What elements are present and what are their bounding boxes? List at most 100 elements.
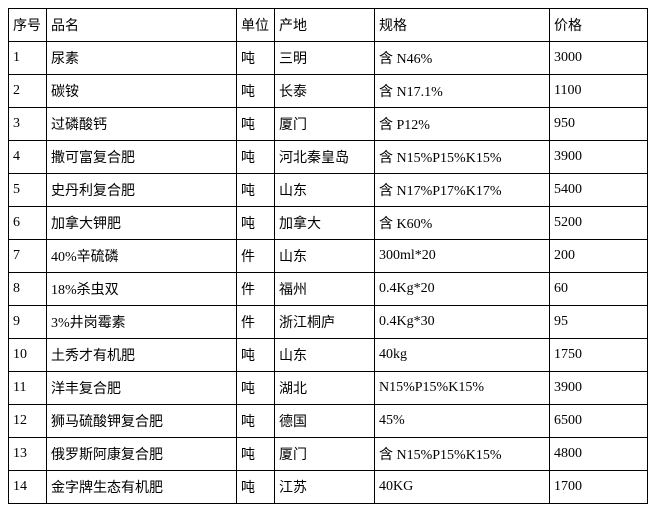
table-cell: 3900 [550,141,648,174]
table-cell: 长泰 [275,75,375,108]
table-cell: 三明 [275,42,375,75]
table-cell: 加拿大钾肥 [47,207,237,240]
table-cell: 40KG [375,471,550,504]
table-cell: 5400 [550,174,648,207]
table-cell: 1750 [550,339,648,372]
table-cell: 5 [9,174,47,207]
table-cell: 18%杀虫双 [47,273,237,306]
table-cell: 3%井岗霉素 [47,306,237,339]
table-cell: 8 [9,273,47,306]
table-header-row: 序号 品名 单位 产地 规格 价格 [9,9,648,42]
table-cell: 14 [9,471,47,504]
table-cell: 吨 [237,108,275,141]
col-header: 品名 [47,9,237,42]
table-row: 12狮马硫酸钾复合肥吨德国45%6500 [9,405,648,438]
table-cell: 加拿大 [275,207,375,240]
table-cell: 件 [237,273,275,306]
table-cell: 吨 [237,339,275,372]
col-header: 序号 [9,9,47,42]
table-cell: 吨 [237,471,275,504]
table-cell: 9 [9,306,47,339]
table-cell: 3 [9,108,47,141]
table-cell: 江苏 [275,471,375,504]
table-cell: 过磷酸钙 [47,108,237,141]
table-cell: 山东 [275,174,375,207]
table-cell: 13 [9,438,47,471]
table-cell: 湖北 [275,372,375,405]
table-cell: 0.4Kg*20 [375,273,550,306]
table-cell: 2 [9,75,47,108]
table-cell: 1700 [550,471,648,504]
col-header: 产地 [275,9,375,42]
table-row: 2碳铵吨长泰含 N17.1%1100 [9,75,648,108]
table-cell: 吨 [237,75,275,108]
table-cell: 厦门 [275,438,375,471]
table-cell: 3900 [550,372,648,405]
table-cell: 俄罗斯阿康复合肥 [47,438,237,471]
table-cell: 吨 [237,207,275,240]
table-cell: 1100 [550,75,648,108]
table-cell: 含 N17%P17%K17% [375,174,550,207]
table-cell: 吨 [237,42,275,75]
table-row: 6加拿大钾肥吨加拿大含 K60%5200 [9,207,648,240]
table-cell: N15%P15%K15% [375,372,550,405]
table-row: 5史丹利复合肥吨山东含 N17%P17%K17%5400 [9,174,648,207]
table-cell: 12 [9,405,47,438]
table-cell: 300ml*20 [375,240,550,273]
table-row: 1尿素吨三明含 N46%3000 [9,42,648,75]
col-header: 价格 [550,9,648,42]
price-table: 序号 品名 单位 产地 规格 价格 1尿素吨三明含 N46%30002碳铵吨长泰… [8,8,648,504]
table-cell: 0.4Kg*30 [375,306,550,339]
table-cell: 含 P12% [375,108,550,141]
table-cell: 7 [9,240,47,273]
table-cell: 4 [9,141,47,174]
table-cell: 3000 [550,42,648,75]
table-cell: 6500 [550,405,648,438]
table-cell: 件 [237,306,275,339]
table-cell: 金字牌生态有机肥 [47,471,237,504]
table-cell: 95 [550,306,648,339]
table-row: 13俄罗斯阿康复合肥吨厦门含 N15%P15%K15%4800 [9,438,648,471]
table-cell: 4800 [550,438,648,471]
table-cell: 浙江桐庐 [275,306,375,339]
table-cell: 山东 [275,339,375,372]
table-cell: 含 N15%P15%K15% [375,438,550,471]
table-row: 740%辛硫磷件山东300ml*20200 [9,240,648,273]
table-row: 14金字牌生态有机肥吨江苏40KG1700 [9,471,648,504]
table-cell: 吨 [237,405,275,438]
table-body: 1尿素吨三明含 N46%30002碳铵吨长泰含 N17.1%11003过磷酸钙吨… [9,42,648,504]
table-cell: 11 [9,372,47,405]
table-cell: 尿素 [47,42,237,75]
table-cell: 5200 [550,207,648,240]
table-cell: 含 N15%P15%K15% [375,141,550,174]
table-cell: 60 [550,273,648,306]
table-cell: 40%辛硫磷 [47,240,237,273]
table-cell: 吨 [237,174,275,207]
table-cell: 福州 [275,273,375,306]
table-cell: 德国 [275,405,375,438]
table-cell: 200 [550,240,648,273]
table-cell: 山东 [275,240,375,273]
table-cell: 土秀才有机肥 [47,339,237,372]
table-cell: 45% [375,405,550,438]
table-row: 818%杀虫双件福州0.4Kg*2060 [9,273,648,306]
table-row: 93%井岗霉素件浙江桐庐0.4Kg*3095 [9,306,648,339]
table-cell: 吨 [237,141,275,174]
table-cell: 厦门 [275,108,375,141]
table-cell: 含 N17.1% [375,75,550,108]
table-row: 10土秀才有机肥吨山东40kg1750 [9,339,648,372]
table-cell: 含 K60% [375,207,550,240]
col-header: 单位 [237,9,275,42]
table-cell: 1 [9,42,47,75]
table-cell: 洋丰复合肥 [47,372,237,405]
table-cell: 史丹利复合肥 [47,174,237,207]
table-cell: 狮马硫酸钾复合肥 [47,405,237,438]
table-cell: 含 N46% [375,42,550,75]
table-cell: 吨 [237,372,275,405]
table-row: 3过磷酸钙吨厦门含 P12%950 [9,108,648,141]
table-cell: 碳铵 [47,75,237,108]
table-cell: 950 [550,108,648,141]
table-cell: 河北秦皇岛 [275,141,375,174]
table-cell: 10 [9,339,47,372]
table-cell: 40kg [375,339,550,372]
